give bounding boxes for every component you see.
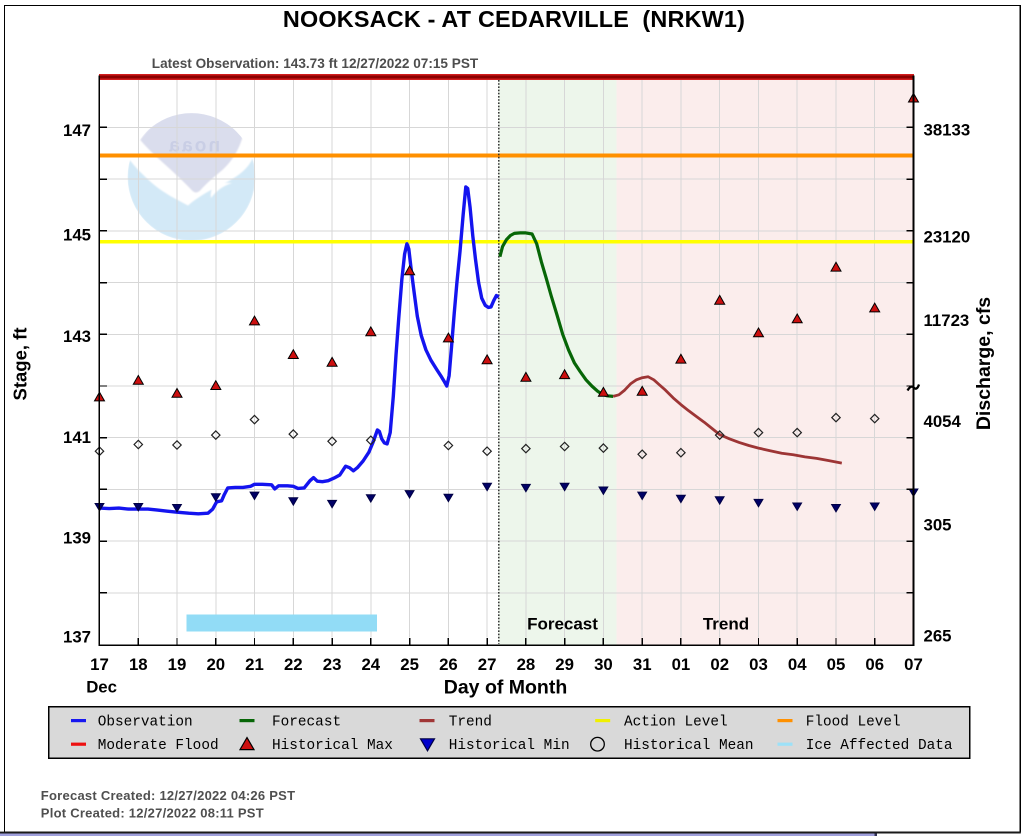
svg-text:Day of Month: Day of Month bbox=[444, 677, 567, 699]
svg-text:305: 305 bbox=[924, 516, 952, 535]
svg-text:4054: 4054 bbox=[924, 412, 962, 431]
svg-text:Stage, ft: Stage, ft bbox=[10, 328, 31, 401]
svg-text:Forecast Created: 12/27/2022 0: Forecast Created: 12/27/2022 04:26 PST bbox=[41, 788, 295, 803]
svg-text:01: 01 bbox=[672, 655, 691, 674]
svg-text:02: 02 bbox=[710, 655, 729, 674]
svg-text:22: 22 bbox=[284, 655, 303, 674]
svg-text:03: 03 bbox=[749, 655, 768, 674]
svg-text:143: 143 bbox=[63, 327, 91, 346]
svg-text:noaa: noaa bbox=[167, 135, 220, 156]
svg-text:Trend: Trend bbox=[449, 715, 492, 731]
svg-text:38133: 38133 bbox=[924, 121, 971, 140]
svg-text:06: 06 bbox=[865, 655, 884, 674]
svg-text:17: 17 bbox=[90, 655, 109, 674]
svg-text:Historical Mean: Historical Mean bbox=[624, 738, 754, 754]
svg-text:24: 24 bbox=[361, 655, 380, 674]
svg-text:20: 20 bbox=[206, 655, 225, 674]
svg-text:29: 29 bbox=[555, 655, 574, 674]
svg-text:141: 141 bbox=[63, 428, 91, 447]
svg-text:26: 26 bbox=[439, 655, 458, 674]
svg-text:21: 21 bbox=[245, 655, 264, 674]
svg-text:23120: 23120 bbox=[924, 228, 971, 247]
svg-text:Forecast: Forecast bbox=[272, 715, 341, 731]
svg-text:Latest Observation: 143.73 ft: Latest Observation: 143.73 ft 12/27/2022… bbox=[152, 56, 479, 71]
svg-text:Discharge, cfs: Discharge, cfs bbox=[973, 297, 995, 430]
svg-text:05: 05 bbox=[827, 655, 846, 674]
svg-text:27: 27 bbox=[478, 655, 497, 674]
svg-text:07: 07 bbox=[904, 655, 923, 674]
svg-text:Plot Created: 12/27/2022 08:11: Plot Created: 12/27/2022 08:11 PST bbox=[41, 806, 264, 821]
svg-text:Observation: Observation bbox=[98, 715, 193, 731]
svg-text:145: 145 bbox=[63, 226, 91, 245]
svg-text:Flood Level: Flood Level bbox=[806, 715, 901, 731]
svg-text:23: 23 bbox=[323, 655, 342, 674]
svg-text:265: 265 bbox=[924, 627, 952, 646]
svg-text:Action Level: Action Level bbox=[624, 715, 728, 731]
svg-text:28: 28 bbox=[517, 655, 536, 674]
svg-text:25: 25 bbox=[400, 655, 419, 674]
svg-text:18: 18 bbox=[129, 655, 148, 674]
svg-text:Forecast: Forecast bbox=[527, 615, 598, 634]
svg-text:Historical Max: Historical Max bbox=[272, 738, 393, 754]
svg-text:139: 139 bbox=[63, 529, 91, 548]
svg-text:19: 19 bbox=[168, 655, 187, 674]
svg-text:30: 30 bbox=[594, 655, 613, 674]
svg-text:Historical Min: Historical Min bbox=[449, 738, 570, 754]
svg-text:Ice Affected Data: Ice Affected Data bbox=[806, 738, 953, 754]
svg-text:NOOKSACK - AT CEDARVILLE (NRK: NOOKSACK - AT CEDARVILLE (NRKW1) bbox=[283, 6, 745, 32]
svg-text:31: 31 bbox=[633, 655, 652, 674]
svg-text:Trend: Trend bbox=[703, 615, 749, 634]
svg-text:Dec: Dec bbox=[86, 678, 117, 697]
svg-text:04: 04 bbox=[788, 655, 807, 674]
svg-text:11723: 11723 bbox=[924, 311, 970, 330]
svg-text:137: 137 bbox=[63, 628, 91, 647]
svg-text:147: 147 bbox=[63, 121, 91, 140]
svg-text:Moderate Flood: Moderate Flood bbox=[98, 738, 219, 754]
